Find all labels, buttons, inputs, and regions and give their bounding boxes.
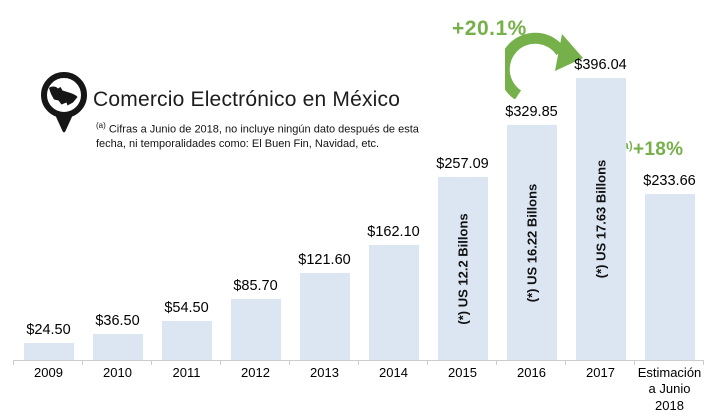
bar-value-label: $233.66 (643, 173, 696, 189)
x-axis-tick-label: 2015 (448, 365, 477, 380)
bar: (*) US 17.63 Billons (575, 78, 626, 360)
x-axis-tick-label: 2017 (586, 365, 615, 380)
x-axis-tick-label: 2011 (172, 365, 201, 380)
page-title: Comercio Electrónico en México (93, 88, 401, 111)
bar-value-label: $85.70 (233, 278, 278, 294)
bar-inner-label: (*) US 17.63 Billons (593, 159, 608, 279)
bar-value-label: $396.04 (574, 57, 627, 73)
x-axis-tick-label: 2010 (103, 365, 132, 380)
mexico-map-pin-icon (41, 72, 87, 133)
growth-curved-arrow-icon (505, 32, 583, 99)
x-axis-tick-label: 2013 (310, 365, 339, 380)
bar (299, 273, 350, 360)
x-axis-tick-label: 2014 (379, 365, 408, 380)
x-axis-tick (703, 360, 704, 365)
bar-group-2016: $329.85 (*) US 16.22 Billons (497, 104, 566, 360)
bar-group-2017: $396.04 (*) US 17.63 Billons (566, 57, 635, 360)
growth-percentage-label: +20.1% (452, 17, 527, 40)
bar (230, 299, 281, 360)
bar-value-label: $24.50 (26, 322, 71, 338)
x-axis-tick (496, 360, 497, 365)
bar-value-label: $257.09 (436, 156, 489, 172)
bar-value-label: $329.85 (505, 104, 558, 120)
bar-group-2011: $54.50 (152, 300, 221, 360)
bar (92, 334, 143, 360)
x-axis-tick (289, 360, 290, 365)
bar-value-label: $36.50 (95, 313, 140, 329)
bar-chart-plot-area: $24.50 $36.50 $54.50 $85.70 $121.60 $162.10 $2… (14, 45, 704, 360)
x-axis-tick-label: 2016 (517, 365, 546, 380)
bar-value-label: $121.60 (298, 252, 351, 268)
bar (368, 245, 419, 360)
bar-value-label: $162.10 (367, 224, 420, 240)
x-axis-tick (565, 360, 566, 365)
bar-inner-label: (*) US 16.22 Billons (524, 183, 539, 302)
x-axis-tick (151, 360, 152, 365)
footnote: (a) Cifras a Junio de 2018, no incluye n… (96, 121, 422, 152)
x-axis-tick (13, 360, 14, 365)
footnote-text: Cifras a Junio de 2018, no incluye ningú… (96, 123, 419, 151)
x-axis-line (13, 360, 704, 365)
bar-group-2013: $121.60 (290, 252, 359, 360)
x-axis-tick (634, 360, 635, 365)
bar-inner-label: (*) US 12.2 Billons (455, 212, 470, 325)
bar: (*) US 12.2 Billons (437, 177, 488, 360)
footnote-marker: (a) (96, 121, 106, 130)
bar-group-2009: $24.50 (14, 322, 83, 360)
bar (161, 321, 212, 360)
bar (644, 194, 695, 360)
bar-group-2015: $257.09 (*) US 12.2 Billons (428, 156, 497, 360)
bar-group-2012: $85.70 (221, 278, 290, 360)
x-axis-tick-label: 2012 (241, 365, 270, 380)
bar-group-2014: $162.10 (359, 224, 428, 360)
x-axis-tick-label: 2009 (34, 365, 63, 380)
x-axis-tick (427, 360, 428, 365)
x-axis-tick (358, 360, 359, 365)
x-axis-tick-label: Estimación a Junio 2018 (637, 365, 702, 413)
bar (23, 343, 74, 360)
x-axis-tick (220, 360, 221, 365)
bar-group-2010: $36.50 (83, 313, 152, 360)
bar-value-label: $54.50 (164, 300, 209, 316)
bar: (*) US 16.22 Billons (506, 125, 557, 360)
x-axis-tick (82, 360, 83, 365)
estimate-value: +18% (633, 139, 684, 160)
bar-group-Estimación: $233.66 (635, 173, 704, 360)
x-axis-labels: 2009 2010 2011 2012 2013 2014 2015 2016 2017 Esti… (14, 365, 704, 414)
